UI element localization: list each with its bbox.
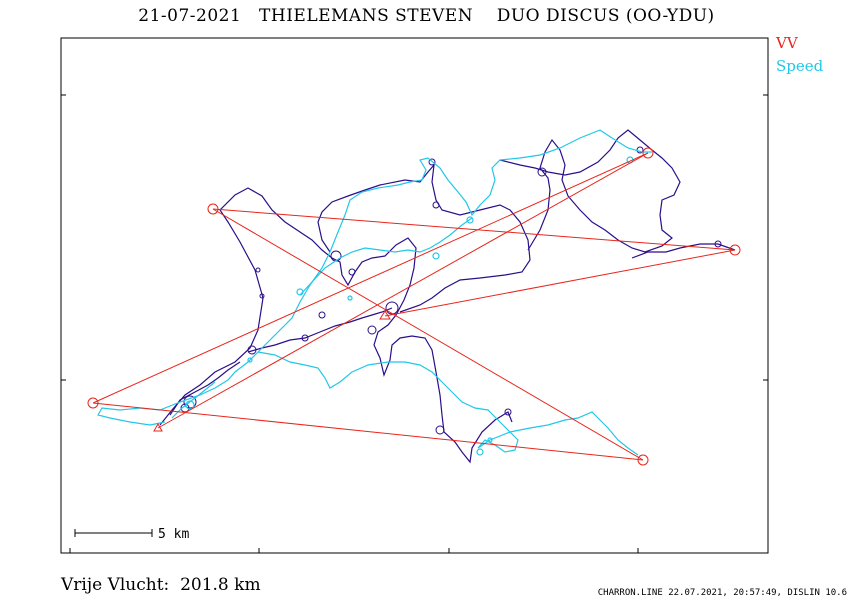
distance-summary: Vrije Vlucht: 201.8 km — [61, 575, 261, 595]
speed-circles — [185, 156, 634, 456]
legend-vv: VV — [776, 34, 798, 52]
thermal-circles — [180, 146, 722, 435]
software-stamp: CHARRON.LINE 22.07.2021, 20:57:49, DISLI… — [597, 588, 847, 598]
speed-track — [97, 129, 652, 456]
task-legs — [92, 152, 736, 461]
axis-ticks — [61, 94, 768, 553]
map-frame — [60, 37, 769, 554]
scale-bar — [74, 529, 153, 537]
flight-track — [159, 129, 736, 464]
chart-title: 21-07-2021 THIELEMANS STEVEN DUO DISCUS … — [138, 6, 715, 26]
scale-bar-label: 5 km — [158, 527, 189, 542]
turnpoint-markers — [87, 147, 741, 466]
legend-speed: Speed — [776, 57, 824, 75]
